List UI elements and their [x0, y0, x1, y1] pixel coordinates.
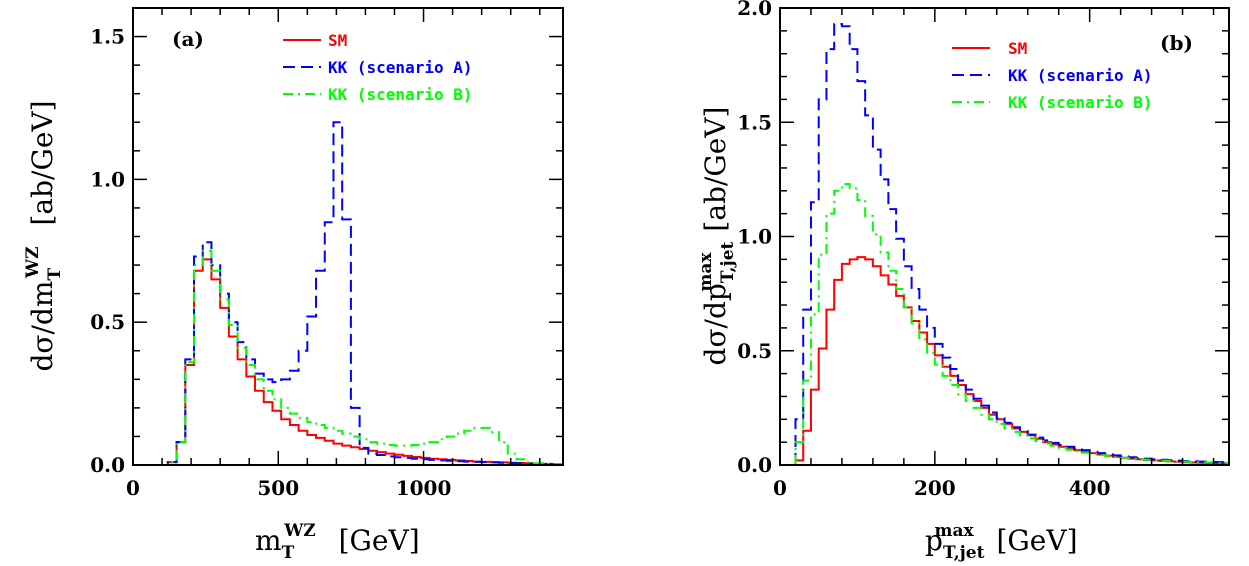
x-tick-label: 1000 [396, 476, 452, 500]
x-tick-label: 200 [914, 476, 956, 500]
y-tick-label: 1.0 [90, 167, 125, 191]
legend-label: KK (scenario A) [328, 58, 473, 77]
x-axis-title: pT,jetmax [GeV] [925, 521, 1078, 563]
series-line-kk-scenario-b [794, 182, 1229, 465]
x-tick-label: 400 [1069, 476, 1111, 500]
plot-area [159, 121, 563, 465]
y-tick-label: 0.0 [90, 453, 125, 477]
series-line-sm [794, 256, 1229, 465]
panel-a: 0 500 1000 0.0 0.5 1.0 1.5 (a) SM KK (scenario A)… [23, 7, 564, 563]
panel-b: 0 200 400 0.0 0.5 1.0 1.5 2.0 (b) SM KK (scenario … [696, 0, 1230, 563]
x-tick-label: 0 [773, 476, 787, 500]
legend-label: SM [1008, 39, 1027, 58]
plot-frame [779, 7, 1230, 466]
x-axis-title: mTWZ [GeV] [255, 521, 420, 563]
y-tick-label: 0.0 [737, 453, 772, 477]
panel-label: (b) [1160, 31, 1193, 55]
legend-label: SM [328, 31, 347, 50]
legend-label: KK (scenario B) [328, 85, 473, 104]
y-axis-title: dσ/dmTWZ [ab/GeV] [23, 100, 65, 371]
x-tick-label: 500 [257, 476, 299, 500]
y-tick-label: 0.5 [737, 339, 772, 363]
panel-label: (a) [172, 27, 204, 51]
y-tick-label: 1.0 [737, 225, 772, 249]
y-tick-label: 1.5 [90, 25, 125, 49]
y-tick-label: 0.5 [90, 310, 125, 334]
legend-label: KK (scenario A) [1008, 66, 1153, 85]
legend-label: KK (scenario B) [1008, 93, 1153, 112]
y-axis-title: dσ/dpT,jetmax [ab/GeV] [696, 107, 738, 366]
series-line-kk-scenario-a [794, 22, 1229, 465]
series-line-kk-scenario-b [159, 249, 563, 465]
plot-area [794, 22, 1229, 465]
x-tick-label: 0 [126, 476, 140, 500]
series-line-kk-scenario-a [159, 121, 563, 465]
y-tick-label: 2.0 [737, 0, 772, 20]
y-tick-label: 1.5 [737, 110, 772, 134]
